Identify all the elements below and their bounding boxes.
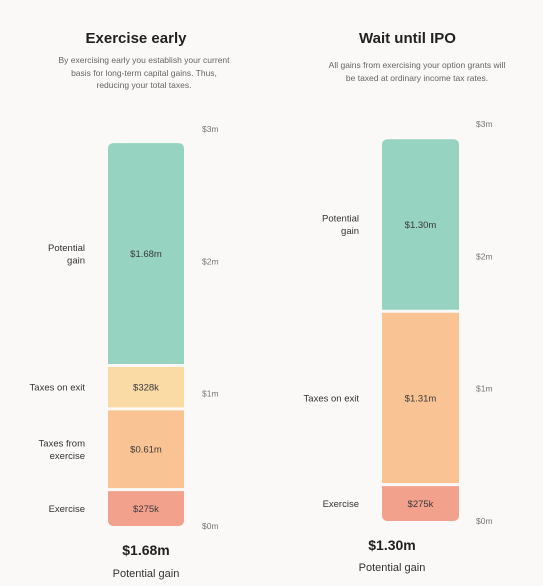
bar-value-label: $0.61m — [130, 445, 162, 456]
y-tick-label: $3m — [476, 119, 493, 129]
exercise-early-description: By exercising early you establish your c… — [58, 55, 230, 90]
wait-until-ipo-title: Wait until IPO — [359, 30, 456, 47]
y-tick-label: $0m — [202, 521, 219, 531]
segment-category-label: Taxes on exit — [304, 393, 360, 404]
y-tick-label: $1m — [202, 389, 219, 399]
exercise-early-title: Exercise early — [85, 30, 187, 47]
wait-until-ipo-chart: $0m $1m $2m $3m $275k Exercise $1.31m Taxes on … — [304, 119, 493, 526]
exercise-early-total-caption: Potential gain — [112, 568, 180, 580]
wait-until-ipo-panel: Wait until IPO All gains from exercising… — [272, 0, 543, 586]
bar-segment-exercise — [382, 486, 459, 521]
bar-value-label: $275k — [408, 499, 434, 510]
bar-value-label: $275k — [133, 504, 159, 515]
bar-value-label: $1.68m — [130, 249, 162, 260]
wait-until-ipo-description: All gains from exercising your option gr… — [328, 60, 506, 83]
segment-category-label: Taxes on exit — [30, 383, 86, 394]
bar-segment-taxes-on-exit — [382, 312, 459, 484]
bar-segment-exercise — [108, 491, 184, 526]
wait-until-ipo-total: $1.30m — [368, 537, 416, 553]
bar-value-label: $1.30m — [405, 220, 437, 231]
y-tick-label: $1m — [476, 384, 493, 394]
exercise-early-chart: $0m $1m $2m $3m $275k Exercise $0.61m Taxes fro… — [30, 124, 219, 531]
y-tick-label: $0m — [476, 516, 493, 526]
bar-segment-potential-gain — [382, 139, 459, 310]
y-tick-label: $2m — [476, 251, 493, 261]
wait-until-ipo-total-caption: Potential gain — [358, 562, 426, 574]
bar-segment-taxes-from-exercise — [108, 410, 184, 489]
y-tick-label: $3m — [202, 124, 219, 134]
bar-segment-taxes-on-exit — [108, 366, 184, 408]
bar-value-label: $328k — [133, 383, 159, 394]
exercise-early-total: $1.68m — [122, 542, 170, 558]
segment-category-label: Potential gain — [322, 214, 359, 238]
segment-category-label: Exercise — [323, 499, 359, 510]
segment-category-label: Potential gain — [48, 243, 85, 267]
y-tick-label: $2m — [202, 256, 219, 266]
bar-segment-potential-gain — [108, 143, 184, 364]
exercise-early-panel: Exercise early By exercising early you e… — [30, 30, 230, 580]
segment-category-label: Taxes from exercise — [39, 438, 86, 462]
segment-category-label: Exercise — [49, 504, 85, 515]
bar-value-label: $1.31m — [405, 393, 437, 404]
